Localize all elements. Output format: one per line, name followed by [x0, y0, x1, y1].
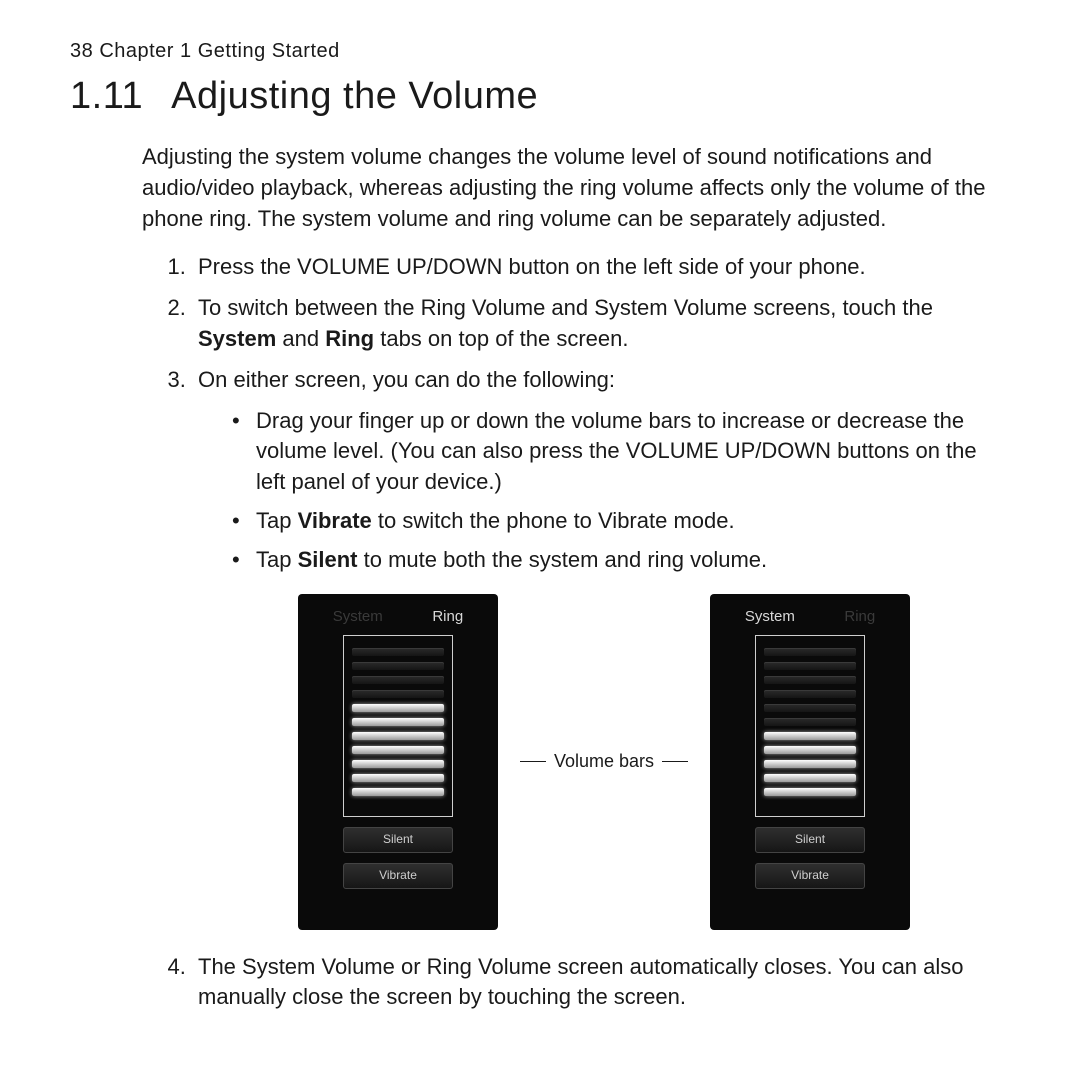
volume-figure: System Ring Silent Vibrate Volume bars	[198, 594, 1010, 930]
section-title-text: Adjusting the Volume	[171, 75, 538, 117]
vibrate-button[interactable]: Vibrate	[755, 863, 865, 889]
volume-bar-off	[352, 648, 444, 656]
steps-list: Press the VOLUME UP/DOWN button on the l…	[142, 252, 1010, 1013]
step-2: To switch between the Ring Volume and Sy…	[192, 293, 1010, 355]
volume-bar-on	[352, 732, 444, 740]
callout-label: Volume bars	[554, 749, 654, 774]
bullet-drag-text: Drag your finger up or down the volume b…	[256, 408, 977, 495]
volume-bar-on	[352, 760, 444, 768]
chapter-title: Getting Started	[198, 40, 340, 62]
volume-bar-on	[352, 718, 444, 726]
bullet-vibrate: Tap Vibrate to switch the phone to Vibra…	[232, 506, 1010, 537]
tabs-right: System Ring	[720, 602, 900, 635]
volume-bar-on	[352, 774, 444, 782]
step-1-text: Press the VOLUME UP/DOWN button on the l…	[198, 254, 866, 279]
callout-line-right	[662, 761, 688, 762]
step-2-text-c: and	[276, 326, 325, 351]
vibrate-button[interactable]: Vibrate	[343, 863, 453, 889]
step-1: Press the VOLUME UP/DOWN button on the l…	[192, 252, 1010, 283]
volume-bar-off	[764, 648, 856, 656]
bullet-vibrate-a: Tap	[256, 508, 298, 533]
step-2-bold-system: System	[198, 326, 276, 351]
step-2-text-a: To switch between the Ring Volume and Sy…	[198, 295, 933, 320]
volume-bar-off	[764, 690, 856, 698]
step-4: The System Volume or Ring Volume screen …	[192, 952, 1010, 1014]
bullet-vibrate-bold: Vibrate	[298, 508, 372, 533]
document-page: 38 Chapter 1 Getting Started 1.11 Adjusti…	[0, 0, 1080, 1063]
bullet-drag: Drag your finger up or down the volume b…	[232, 406, 1010, 498]
callout-line-left	[520, 761, 546, 762]
phone-system-screen: System Ring Silent Vibrate	[710, 594, 910, 930]
volume-bars-right[interactable]	[755, 635, 865, 817]
running-header: 38 Chapter 1 Getting Started	[70, 40, 1010, 63]
volume-bar-on	[352, 704, 444, 712]
volume-bar-off	[352, 662, 444, 670]
section-number: 1.11	[70, 75, 143, 118]
volume-bar-on	[764, 732, 856, 740]
step-3: On either screen, you can do the followi…	[192, 365, 1010, 930]
bullet-silent-bold: Silent	[298, 547, 358, 572]
bullet-vibrate-c: to switch the phone to Vibrate mode.	[372, 508, 735, 533]
step-2-bold-ring: Ring	[325, 326, 374, 351]
page-number: 38	[70, 40, 93, 62]
bullet-silent-a: Tap	[256, 547, 298, 572]
chapter-label: Chapter 1	[99, 40, 191, 62]
step-3-text: On either screen, you can do the followi…	[198, 367, 615, 392]
volume-bar-off	[352, 676, 444, 684]
tab-system-active[interactable]: System	[745, 606, 795, 627]
volume-bar-on	[764, 788, 856, 796]
volume-bar-on	[764, 760, 856, 768]
bullet-silent-c: to mute both the system and ring volume.	[358, 547, 768, 572]
step-2-text-e: tabs on top of the screen.	[374, 326, 628, 351]
tabs-left: System Ring	[308, 602, 488, 635]
volume-bar-off	[764, 676, 856, 684]
bullet-silent: Tap Silent to mute both the system and r…	[232, 545, 1010, 576]
volume-bar-off	[764, 718, 856, 726]
volume-bar-off	[352, 690, 444, 698]
volume-bar-on	[352, 788, 444, 796]
volume-bars-left[interactable]	[343, 635, 453, 817]
phone-ring-screen: System Ring Silent Vibrate	[298, 594, 498, 930]
volume-bar-off	[764, 704, 856, 712]
volume-bar-on	[764, 774, 856, 782]
step-3-sublist: Drag your finger up or down the volume b…	[198, 406, 1010, 576]
intro-paragraph: Adjusting the system volume changes the …	[142, 142, 1010, 234]
silent-button[interactable]: Silent	[343, 827, 453, 853]
volume-bar-on	[764, 746, 856, 754]
tab-ring-inactive[interactable]: Ring	[844, 606, 875, 627]
callout: Volume bars	[520, 749, 688, 774]
section-heading: 1.11 Adjusting the Volume	[70, 75, 1010, 118]
step-4-text: The System Volume or Ring Volume screen …	[198, 954, 964, 1010]
tab-system-inactive[interactable]: System	[333, 606, 383, 627]
tab-ring-active[interactable]: Ring	[432, 606, 463, 627]
silent-button[interactable]: Silent	[755, 827, 865, 853]
volume-bar-on	[352, 746, 444, 754]
volume-bar-off	[764, 662, 856, 670]
